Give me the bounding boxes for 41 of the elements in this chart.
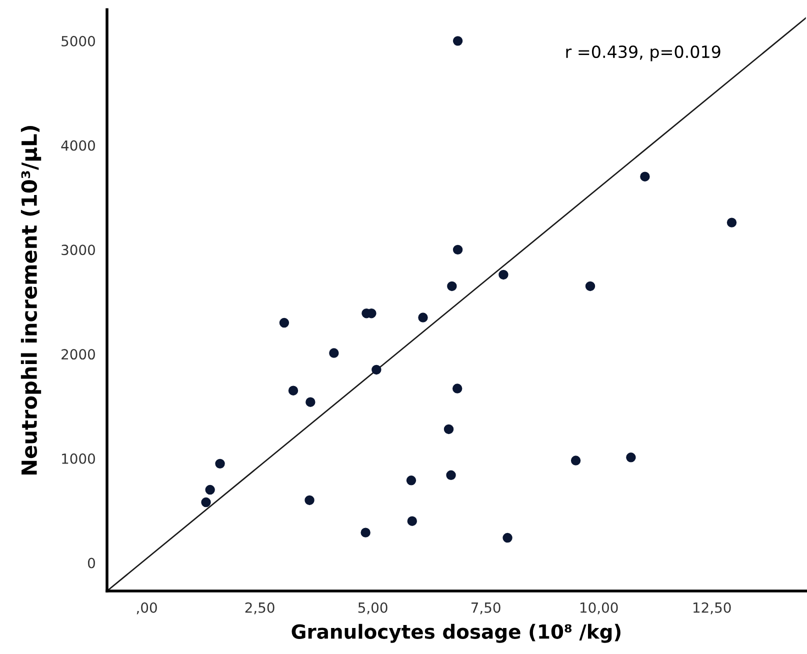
point xyxy=(406,476,416,486)
point xyxy=(444,424,454,434)
point xyxy=(329,348,339,358)
point xyxy=(372,364,382,375)
x-axis-title: Granulocytes dosage (10⁸ /kg) xyxy=(292,624,620,643)
point xyxy=(360,528,370,538)
point xyxy=(452,244,463,255)
point xyxy=(502,532,512,543)
point xyxy=(447,281,457,292)
y-axis-title: Neutrophil increment (10³/μL) xyxy=(20,126,42,475)
y-tick-label: 4000 xyxy=(61,140,95,151)
point xyxy=(418,312,428,322)
point xyxy=(640,172,650,182)
point xyxy=(585,281,596,292)
point xyxy=(215,458,225,469)
y-tick-label: 2000 xyxy=(62,349,95,360)
point xyxy=(626,452,636,462)
x-tick-label: 10,00 xyxy=(580,602,618,614)
point xyxy=(288,386,298,396)
x-tick-label: 12,50 xyxy=(693,602,731,614)
point xyxy=(205,484,215,495)
y-tick-label: 1000 xyxy=(62,453,95,464)
x-tick-label: 7,50 xyxy=(472,602,500,614)
point xyxy=(452,384,462,394)
point xyxy=(446,470,456,480)
point xyxy=(726,218,737,228)
x-tick-label: 2,50 xyxy=(245,602,274,614)
point xyxy=(306,397,316,407)
x-tick-label: ,00 xyxy=(136,602,157,614)
point xyxy=(452,36,463,46)
point xyxy=(304,495,314,506)
y-tick-label: 5000 xyxy=(62,36,95,46)
point xyxy=(407,516,417,526)
y-tick-label: 0 xyxy=(88,558,95,568)
annotation: r =0.439, p=0.019 xyxy=(566,45,720,62)
y-tick-label: 3000 xyxy=(62,244,95,256)
point xyxy=(279,318,290,328)
point xyxy=(498,270,508,280)
point xyxy=(570,456,581,466)
point xyxy=(201,497,211,508)
x-tick-label: 5,00 xyxy=(358,602,388,614)
